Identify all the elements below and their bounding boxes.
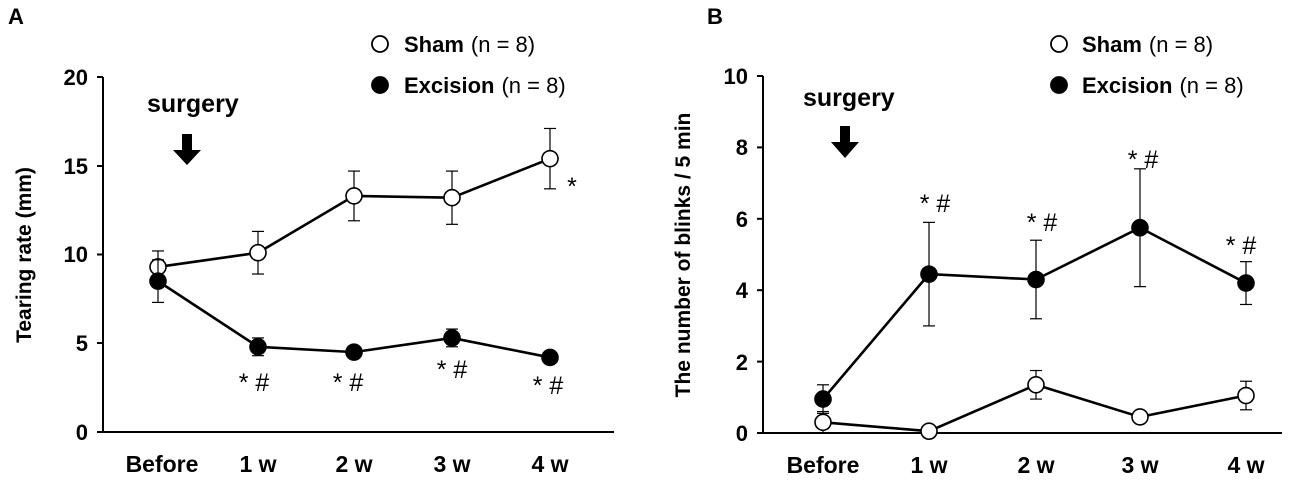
x-tick-label-a-before: Before [126,451,199,477]
legend-marker-excision-b [1050,76,1068,94]
chart-b: B The number of blinks / 5 min 0 2 4 6 8… [672,4,1282,478]
x-tick-label-a-1w: 1 w [239,451,276,477]
point-sham-b-4 [1237,386,1255,405]
series-line-excision-b [822,226,1247,400]
legend-label-excision-a: Excision (n = 8) [404,73,566,98]
surgery-label-a: surgery [147,90,239,118]
series-sham-b [814,369,1255,441]
point-sham-b-1 [920,422,938,441]
x-tick-label-b-2w: 2 w [1017,452,1054,478]
y-tick-label-b-2: 2 [736,350,748,375]
significance-a-4w-sham: * [567,173,577,201]
point-sham-b-2 [1027,376,1045,394]
y-axis-label-b: The number of blinks / 5 min [672,113,695,398]
point-excision-b-0 [814,390,832,408]
significance-a-4w: * # [533,372,564,400]
y-tick-label-b-8: 8 [736,135,748,160]
legend-marker-sham-b [1050,35,1068,53]
significance-b-2w: * # [1027,209,1058,237]
significance-a-3w: * # [437,356,468,384]
x-tick-label-b-1w: 1 w [910,452,947,478]
point-excision-a-1 [249,337,267,356]
y-tick-label-b-0: 0 [736,421,748,446]
legend-marker-excision-a [371,76,389,94]
point-sham-a-4 [541,149,559,168]
legend-marker-sham-a [371,35,389,53]
y-axis-label-a: Tearing rate (mm) [13,167,36,343]
surgery-arrow-icon-b [831,126,859,158]
panel-label-a: A [8,4,24,29]
chart-a: A Tearing rate (mm) 0 5 10 15 20 Before … [8,4,614,477]
series-excision-b [814,168,1255,414]
point-sham-a-3 [443,188,461,207]
point-sham-a-2 [345,187,363,205]
point-excision-b-1 [920,265,938,283]
point-sham-b-0 [814,413,832,432]
point-excision-a-2 [345,343,363,361]
point-excision-a-3 [443,329,461,347]
x-tick-label-a-4w: 4 w [531,451,568,477]
point-sham-b-3 [1131,408,1149,426]
x-tick-label-b-before: Before [787,452,860,478]
significance-a-2w: * # [333,369,364,397]
y-tick-label-a-20: 20 [64,65,88,90]
point-excision-a-0 [149,272,167,290]
point-excision-a-4 [541,348,559,367]
y-tick-label-b-10: 10 [724,64,748,89]
surgery-arrow-icon-a [173,134,201,165]
legend-label-sham-b: Sham (n = 8) [1082,32,1213,57]
panel-label-b: B [707,4,723,29]
series-excision-a [149,259,559,367]
legend-label-excision-b: Excision (n = 8) [1082,73,1244,98]
surgery-label-b: surgery [803,84,895,112]
x-tick-label-b-4w: 4 w [1227,452,1264,478]
x-tick-label-b-3w: 3 w [1121,452,1158,478]
point-excision-b-2 [1027,270,1045,289]
point-sham-a-1 [249,243,267,262]
y-tick-label-b-6: 6 [736,207,748,232]
y-tick-label-b-4: 4 [736,278,749,303]
significance-a-1w: * # [239,369,270,397]
point-excision-b-4 [1237,274,1255,292]
legend-label-sham-a: Sham (n = 8) [404,32,535,57]
y-tick-label-a-10: 10 [64,242,88,267]
series-sham-a [149,127,559,284]
y-tick-label-a-0: 0 [76,420,88,445]
x-tick-label-a-2w: 2 w [335,451,372,477]
x-tick-label-a-3w: 3 w [433,451,470,477]
point-excision-b-3 [1131,218,1149,237]
significance-b-1w: * # [920,190,951,218]
y-tick-label-a-5: 5 [76,331,88,356]
significance-b-3w: * # [1128,146,1159,174]
significance-b-4w: * # [1226,232,1257,260]
y-tick-label-a-15: 15 [64,154,88,179]
